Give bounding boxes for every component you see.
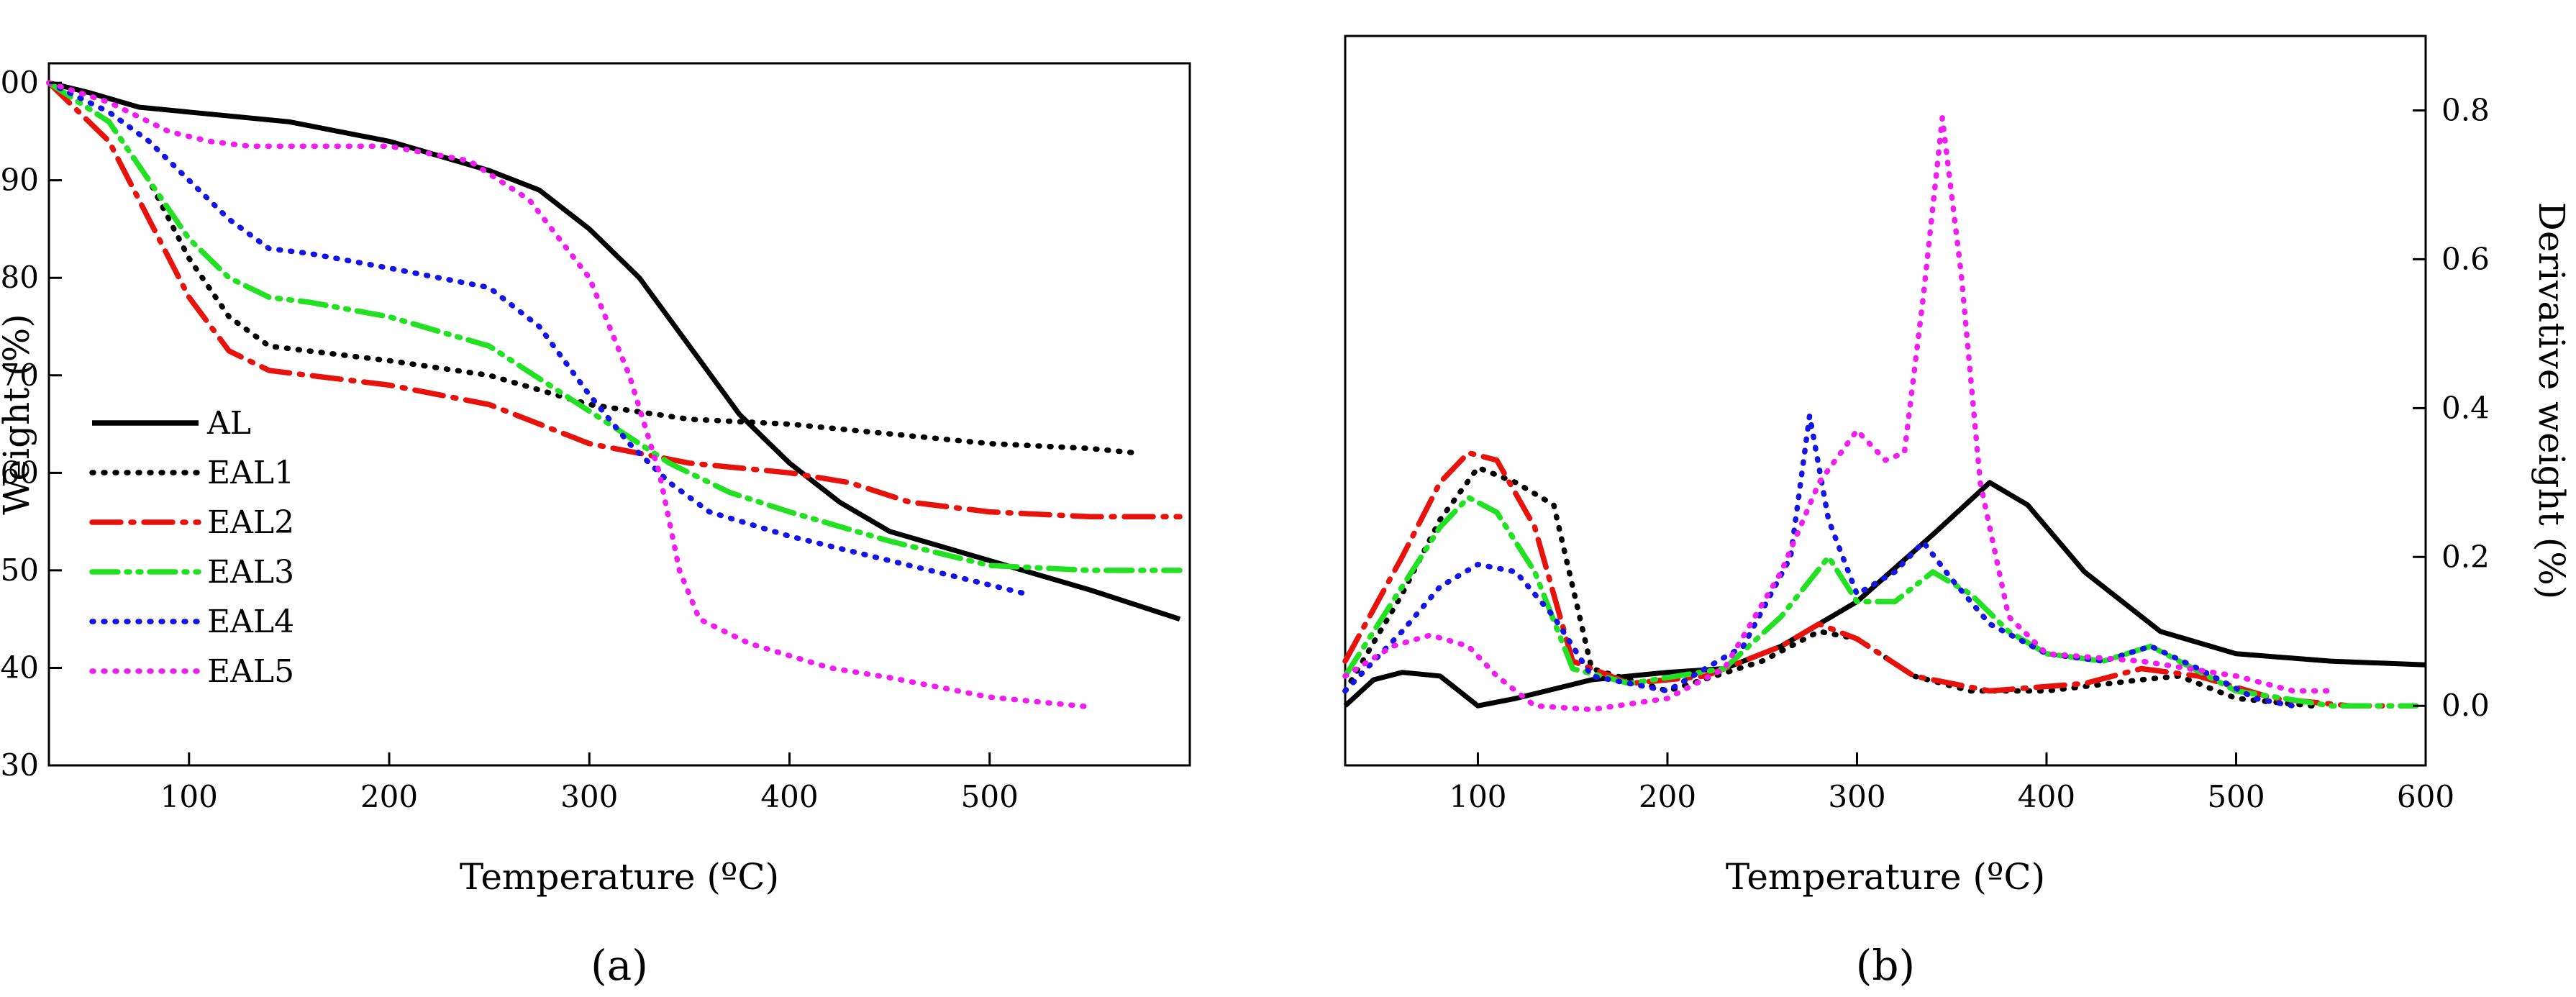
- series-line-b-eal3: [1342, 494, 2419, 709]
- y-tick-label-a: 60: [1, 455, 39, 490]
- panel-label-a: (a): [591, 941, 648, 990]
- chart-panel-a: 100 200 300 400 500 30 40 50 60 70 80 90 100 AL EAL1 E…: [0, 62, 1191, 990]
- y-axis-title-b: Derivative weight (%): [2531, 202, 2572, 600]
- chart-panel-b: 100 200 300 400 500 600 0.0 0.2 0.4 0.6 0.8 Temper…: [1342, 35, 2572, 990]
- y-tick-label-b: 0.8: [2441, 92, 2490, 127]
- y-tick-label-a: 80: [1, 260, 39, 295]
- series-line-a-al: [48, 80, 1181, 622]
- plot-frame-a: [47, 62, 1191, 767]
- legend-label-eal4: EAL4: [207, 604, 294, 640]
- series-line-a-eal4: [46, 80, 1033, 598]
- legend-label-eal2: EAL2: [207, 504, 294, 541]
- x-tick-label-b: 400: [2018, 779, 2075, 814]
- y-tick-label-a: 50: [1, 552, 39, 588]
- plot-frame-b: [1344, 35, 2427, 767]
- x-tick-label-a: 300: [560, 779, 618, 814]
- series-line-b-eal1: [1342, 465, 2315, 709]
- x-tick-label-b: 300: [1828, 779, 1885, 814]
- ticks-group-a: 100 200 300 400 500 30 40 50 60 70 80 90 100: [0, 65, 1019, 814]
- x-tick-label-a: 400: [760, 779, 818, 814]
- x-tick-label-b: 500: [2207, 779, 2265, 814]
- series-line-a-eal2: [46, 80, 1183, 520]
- y-tick-label-b: 0.4: [2441, 390, 2490, 425]
- y-tick-label-b: 0.2: [2441, 539, 2490, 574]
- y-tick-label-a: 100: [0, 65, 39, 100]
- x-tick-label-b: 600: [2397, 779, 2454, 814]
- x-tick-label-a: 100: [160, 779, 218, 814]
- y-tick-label-a: 30: [1, 747, 39, 783]
- x-tick-label-a: 200: [360, 779, 418, 814]
- panel-label-b: (b): [1856, 941, 1915, 990]
- series-line-b-eal4: [1342, 412, 2296, 709]
- series-line-b-al: [1343, 480, 2426, 709]
- series-line-a-eal3: [46, 80, 1183, 573]
- series-line-a-eal5: [46, 80, 1093, 710]
- y-tick-label-a: 90: [1, 163, 39, 198]
- legend-a: AL EAL1 EAL2 EAL3 EAL4 EAL5: [89, 405, 294, 690]
- y-tick-label-b: 0.0: [2441, 688, 2490, 723]
- x-tick-label-b: 200: [1639, 779, 1696, 814]
- x-tick-label-a: 500: [961, 779, 1019, 814]
- y-tick-label-b: 0.6: [2441, 241, 2490, 276]
- series-line-b-eal2: [1342, 450, 2391, 709]
- series-group-a: [46, 80, 1183, 710]
- legend-label-eal1: EAL1: [207, 455, 294, 491]
- series-group-b: [1342, 115, 2426, 713]
- y-axis-title-a: Weight (%): [0, 314, 37, 515]
- y-tick-label-a: 70: [1, 358, 39, 393]
- ticks-group-b: 100 200 300 400 500 600 0.0 0.2 0.4 0.6 0.8: [1449, 92, 2489, 814]
- legend-label-eal5: EAL5: [207, 653, 294, 690]
- x-axis-title-a: Temperature (ºC): [460, 856, 779, 898]
- x-tick-label-b: 100: [1449, 779, 1506, 814]
- series-line-b-eal5: [1342, 115, 2334, 713]
- x-axis-title-b: Temperature (ºC): [1726, 856, 2045, 898]
- legend-label-eal3: EAL3: [207, 554, 294, 591]
- series-line-a-eal1: [46, 80, 1143, 456]
- y-tick-label-a: 40: [1, 650, 39, 685]
- legend-label-al: AL: [206, 405, 251, 442]
